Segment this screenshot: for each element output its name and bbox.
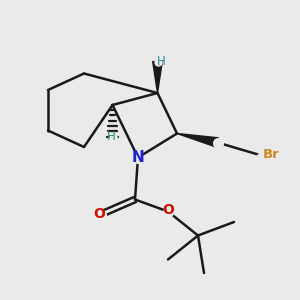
Text: O: O [162,203,174,217]
Text: O: O [93,208,105,221]
Text: Br: Br [262,148,279,161]
Text: H: H [106,130,116,143]
Polygon shape [177,134,218,147]
Text: H: H [157,55,166,68]
Polygon shape [153,61,162,93]
Text: N: N [132,150,144,165]
